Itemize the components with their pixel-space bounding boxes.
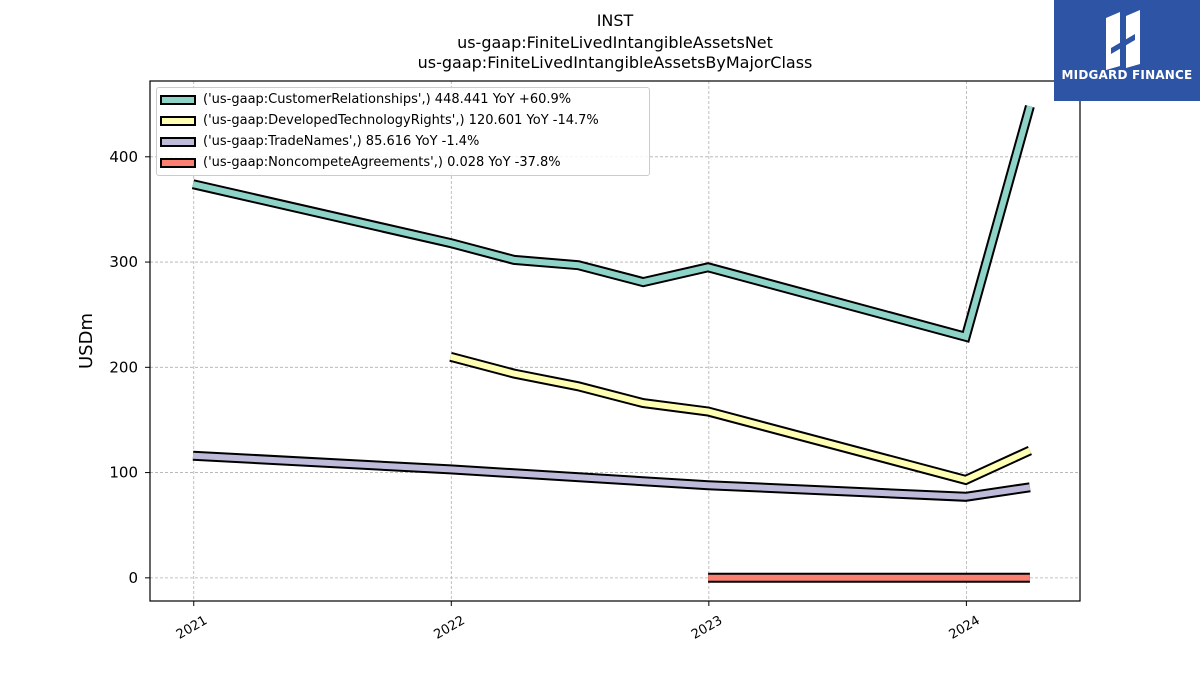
chart-title-line-3: us-gaap:FiniteLivedIntangibleAssetsByMaj…: [417, 53, 813, 72]
legend-item: ('us-gaap:CustomerRelationships',) 448.4…: [157, 91, 651, 111]
y-tick-label: 300: [109, 253, 138, 271]
midgard-logo: MIDGARD FINANCE: [1054, 0, 1200, 101]
legend-swatch: [160, 95, 196, 105]
series-line: [192, 105, 1033, 341]
legend-swatch: [160, 116, 196, 126]
midgard-logo-icon: [1106, 10, 1140, 70]
y-axis-label: USDm: [76, 313, 97, 369]
x-tick-label: 2021: [174, 613, 210, 643]
series-layer: [191, 104, 1035, 583]
y-tick-label: 200: [109, 358, 138, 376]
series-line: [449, 353, 1032, 484]
legend-label: ('us-gaap:DevelopedTechnologyRights',) 1…: [203, 113, 599, 128]
chart-title-line-2: us-gaap:FiniteLivedIntangibleAssetsNet: [457, 33, 773, 52]
x-tick-label: 2024: [947, 613, 983, 643]
legend-label: ('us-gaap:CustomerRelationships',) 448.4…: [203, 92, 572, 107]
legend-item: ('us-gaap:NoncompeteAgreements',) 0.028 …: [157, 154, 651, 174]
legend-item: ('us-gaap:TradeNames',) 85.616 YoY -1.4%: [157, 133, 651, 153]
legend-item: ('us-gaap:DevelopedTechnologyRights',) 1…: [157, 112, 651, 132]
legend-label: ('us-gaap:TradeNames',) 85.616 YoY -1.4%: [203, 134, 480, 149]
series-line: [192, 452, 1031, 500]
chart-title-line-1: INST: [596, 11, 634, 30]
x-axis: 2021 2022 2023 2024: [174, 601, 983, 643]
legend-swatch: [160, 137, 196, 147]
legend-swatch: [160, 158, 196, 168]
plot-frame: [149, 80, 1081, 602]
y-axis: 0 100 200 300 400: [109, 148, 150, 587]
y-tick-label: 100: [109, 464, 138, 482]
y-tick-label: 400: [109, 148, 138, 166]
x-tick-label: 2023: [689, 613, 725, 643]
logo-text: MIDGARD FINANCE: [1061, 68, 1193, 82]
x-tick-label: 2022: [431, 613, 467, 643]
y-tick-label: 0: [128, 569, 138, 587]
legend: ('us-gaap:CustomerRelationships',) 448.4…: [156, 87, 650, 176]
legend-label: ('us-gaap:NoncompeteAgreements',) 0.028 …: [203, 155, 561, 170]
